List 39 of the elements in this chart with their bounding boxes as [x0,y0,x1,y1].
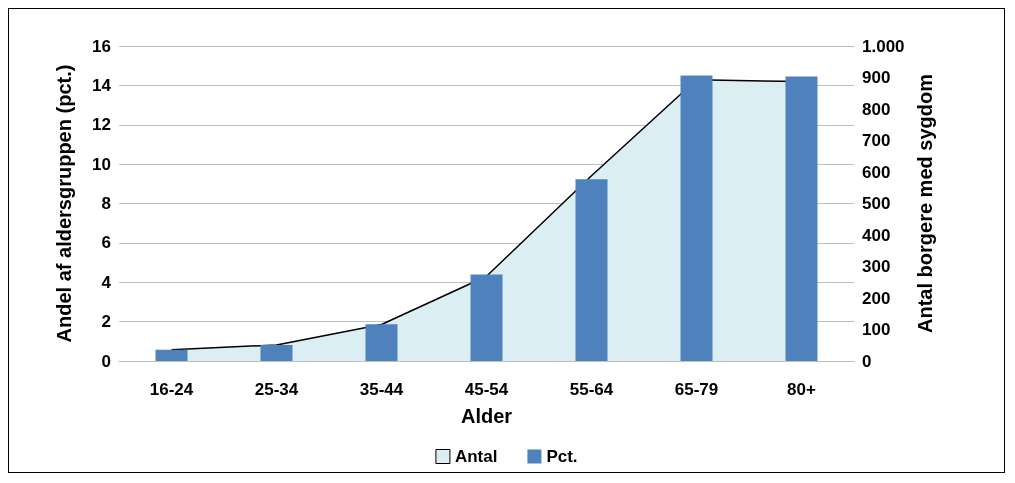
y2-tick-label: 100 [862,320,891,339]
y2-axis-title: Antal borgere med sygdom [914,74,937,333]
x-tick-label: 16-24 [149,380,194,399]
bar [260,345,293,361]
y-axis-title: Andel af aldersgruppen (pct.) [53,64,75,343]
bar [575,179,608,361]
y-tick-label: 10 [92,154,111,174]
bar [680,75,713,361]
x-tick-label: 55-64 [569,380,614,399]
x-tick-label: 45-54 [464,380,509,399]
y2-tick-label: 900 [862,68,891,87]
x-tick-label: 35-44 [359,380,404,399]
legend-label: Pct. [546,447,578,466]
y2-tick-label: 500 [862,194,891,213]
y-tick-label: 8 [101,194,111,213]
bar [155,349,188,361]
y2-tick-label: 1.000 [862,36,905,56]
y2-tick-label: 400 [862,225,891,245]
y2-tick-label: 700 [862,131,891,150]
y-tick-label: 14 [92,75,112,95]
bar [365,324,398,361]
x-tick-label: 65-79 [674,380,719,399]
y2-tick-label: 800 [862,99,891,119]
y-tick-label: 6 [101,233,111,253]
legend-label: Antal [454,447,498,466]
x-axis-title: Alder [460,405,513,427]
y-tick-label: 0 [101,351,111,371]
y-tick-label: 4 [101,272,112,292]
bar [470,274,503,361]
y2-tick-label: 200 [862,288,891,308]
y2-tick-label: 600 [862,162,891,182]
x-tick-label: 25-34 [254,380,299,399]
x-tick-label: 80+ [787,380,816,399]
y2-tick-label: 300 [862,257,891,276]
y-tick-label: 12 [92,115,111,135]
y-tick-label: 16 [92,36,111,56]
y2-tick-label: 0 [862,351,872,371]
bar [785,76,818,361]
y-tick-label: 2 [101,312,111,332]
